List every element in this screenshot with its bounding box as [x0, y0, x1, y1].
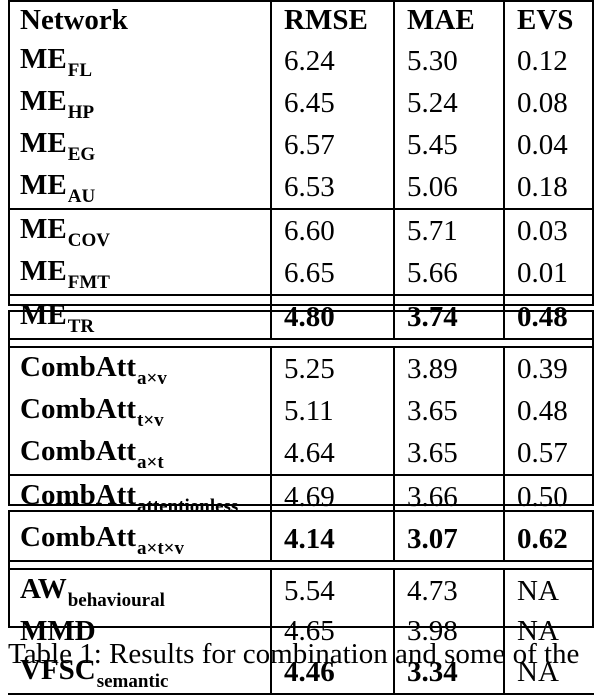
network-subscript: COV: [67, 230, 110, 251]
rmse-value: 6.53: [270, 166, 394, 209]
header-network: Network: [20, 3, 128, 36]
table-row: CombAtta×v 5.25 3.89 0.39: [8, 346, 594, 390]
table-row: MEHP 6.45 5.24 0.08: [8, 82, 594, 124]
evs-value: 0.62: [503, 518, 594, 562]
evs-value: 0.01: [503, 252, 594, 295]
network-name: CombAttattentionless: [8, 474, 271, 518]
network-subscript: FMT: [67, 272, 110, 293]
group-spacer: [8, 339, 594, 347]
evs-value: 0.18: [503, 166, 594, 209]
mae-value: 5.71: [393, 208, 504, 252]
network-name: CombAtta×t: [20, 435, 164, 473]
network-subscript: EG: [67, 144, 96, 165]
network-subscript: attentionless: [137, 496, 239, 517]
mae-value: 5.66: [393, 252, 504, 295]
network-name: CombAttt×v: [20, 393, 164, 431]
table-row: MMD 4.65 3.98 NA: [8, 612, 594, 651]
table-caption: Table 1: Results for combination and som…: [8, 638, 580, 670]
mae-value: 3.98: [393, 612, 504, 651]
evs-value: NA: [503, 612, 594, 651]
network-name: MEAU: [20, 169, 96, 207]
evs-value: 0.04: [503, 124, 594, 166]
network-name: MEEG: [20, 127, 96, 165]
header-evs: EVS: [503, 0, 594, 40]
rmse-value: 4.80: [270, 294, 394, 340]
evs-value: 0.48: [503, 294, 594, 340]
mae-value: 3.65: [393, 390, 504, 432]
evs-value: 0.03: [503, 208, 594, 252]
table-row-best: CombAtta×t×v 4.14 3.07 0.62: [8, 518, 594, 562]
network-subscript: t×v: [137, 410, 164, 431]
evs-value: 0.39: [503, 346, 594, 390]
mae-value: 3.89: [393, 346, 504, 390]
rmse-value: 6.24: [270, 40, 394, 82]
table-row: MECOV 6.60 5.71 0.03: [8, 208, 594, 252]
network-subscript: TR: [67, 316, 95, 337]
rmse-value: 5.54: [270, 568, 394, 612]
network-name: CombAtta×v: [8, 346, 271, 390]
evs-value: 0.48: [503, 390, 594, 432]
mae-value: 3.66: [393, 474, 504, 518]
evs-value: 0.12: [503, 40, 594, 82]
network-name: MEHP: [20, 85, 95, 123]
table-row: MEFL 6.24 5.30 0.12: [8, 40, 594, 82]
table-row: MEEG 6.57 5.45 0.04: [8, 124, 594, 166]
table-row: MEFMT 6.65 5.66 0.01: [8, 252, 594, 295]
rmse-value: 5.25: [270, 346, 394, 390]
evs-value: NA: [503, 568, 594, 612]
table-row: CombAttt×v 5.11 3.65 0.48: [8, 390, 594, 432]
network-subscript: AU: [67, 186, 96, 207]
rmse-value: 4.14: [270, 518, 394, 562]
mae-value: 5.06: [393, 166, 504, 209]
rmse-value: 4.64: [270, 432, 394, 475]
mae-value: 5.45: [393, 124, 504, 166]
network-name: METR: [8, 294, 271, 340]
mae-value: 3.07: [393, 518, 504, 562]
rmse-value: 5.11: [270, 390, 394, 432]
rmse-value: 6.65: [270, 252, 394, 295]
network-subscript: behavioural: [67, 590, 165, 611]
network-name: MMD: [20, 615, 96, 647]
network-subscript: a×t×v: [137, 538, 184, 559]
results-table: Network RMSE MAE EVS MEFL 6.24 5.30 0.12…: [8, 0, 594, 695]
network-subscript: a×t: [137, 452, 164, 473]
rmse-value: 4.69: [270, 474, 394, 518]
network-name: AWbehavioural: [8, 568, 271, 612]
network-subscript: a×v: [137, 368, 167, 389]
network-name: MEFL: [20, 43, 92, 81]
evs-value: 0.57: [503, 432, 594, 475]
mae-value: 3.74: [393, 294, 504, 340]
network-name: MECOV: [8, 208, 271, 252]
network-subscript: HP: [67, 102, 95, 123]
evs-value: 0.08: [503, 82, 594, 124]
network-subscript: FL: [67, 60, 92, 81]
rmse-value: 6.57: [270, 124, 394, 166]
table-row: AWbehavioural 5.54 4.73 NA: [8, 568, 594, 612]
group-spacer: [8, 561, 594, 569]
table-row: MEAU 6.53 5.06 0.18: [8, 166, 594, 209]
rmse-value: 4.65: [270, 612, 394, 651]
table-row: CombAtta×t 4.64 3.65 0.57: [8, 432, 594, 475]
mae-value: 5.30: [393, 40, 504, 82]
network-name: MEFMT: [20, 255, 110, 293]
table-row-best: METR 4.80 3.74 0.48: [8, 294, 594, 340]
header-rmse: RMSE: [270, 0, 394, 40]
rmse-value: 6.60: [270, 208, 394, 252]
rmse-value: 6.45: [270, 82, 394, 124]
network-name: CombAtta×t×v: [8, 518, 271, 562]
evs-value: 0.50: [503, 474, 594, 518]
network-subscript: semantic: [96, 671, 169, 692]
mae-value: 5.24: [393, 82, 504, 124]
header-mae: MAE: [393, 0, 504, 40]
mae-value: 3.65: [393, 432, 504, 475]
table-row: CombAttattentionless 4.69 3.66 0.50: [8, 474, 594, 518]
table-header-row: Network RMSE MAE EVS: [8, 0, 594, 40]
mae-value: 4.73: [393, 568, 504, 612]
